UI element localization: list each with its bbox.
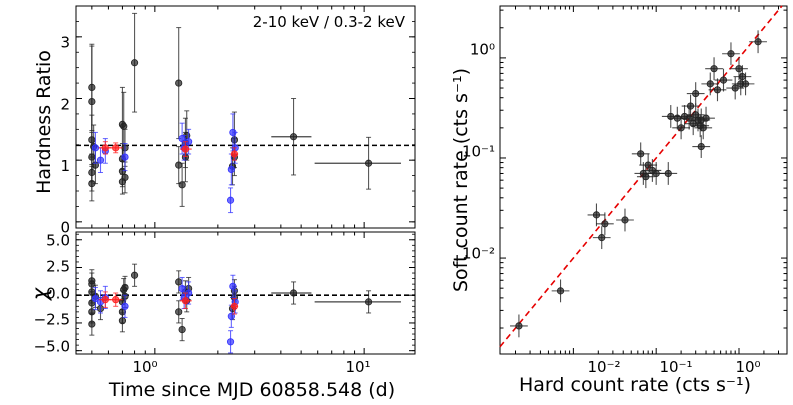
count-rate-marks [499,5,783,348]
hr-marks-black-point-16 [175,79,183,87]
cr-point-34 [735,65,743,73]
cr-point-26 [699,124,707,132]
chi-marks-black-point-15 [175,278,183,286]
hr-marks-blue-point-1 [96,156,105,164]
cr-xlabel: Hard count rate (cts s⁻¹) [519,374,751,396]
chi-marks-blue-point-3 [121,302,129,310]
cr-point-8 [642,173,650,181]
cr-point-31 [719,76,728,84]
hr-ytick-0: 0 [60,219,70,237]
hardness-ratio-axes: 0 1 2 3 [60,5,415,237]
cr-point-20 [692,89,700,98]
chi-marks-red-point-1 [112,296,120,304]
cr-point-3 [598,234,606,242]
count-rate-axes: 10⁻² 10⁻¹ 10⁰ 10⁻² 10⁻¹ 10⁰ [462,6,787,376]
cr-point-28 [706,80,714,88]
cr-point-38 [754,38,762,46]
cr-point-32 [727,50,735,58]
hr-marks-blue-point-3 [121,153,129,161]
hardness-ratio-marks [76,12,415,214]
chi-marks-black-point-16 [175,308,183,316]
hr-marks-black-point-5 [88,83,96,92]
hr-marks-black-point-14 [121,173,129,182]
chi-residual-axes: 5.0 2.5 0.0 −2.5 −5.0 10⁰ 10¹ [34,232,415,376]
chi-ylabel: χ [28,286,52,301]
cr-point-2 [592,211,601,219]
chi-marks-black-point-25 [364,298,373,306]
cr-xtick-1: 10⁰ [735,358,760,376]
panel-chi-residuals: 5.0 2.5 0.0 −2.5 −5.0 10⁰ 10¹ χ Time sin… [28,231,416,401]
cr-point-9 [644,161,652,169]
hr-marks-blue-point-0 [91,144,100,152]
hr-marks-black-point-25 [289,133,298,141]
cr-point-18 [686,102,695,110]
cr-point-29 [710,65,718,73]
cr-point-27 [702,114,710,122]
chi-ytick-m5: −5.0 [34,338,70,356]
cr-point-15 [677,124,685,132]
cr-ytick-0.01: 10⁻² [462,245,495,263]
chi-ytick-2p5: 2.5 [46,258,70,276]
cr-point-33 [731,84,739,92]
hr-marks-red-point-3 [230,150,239,158]
chi-marks-black-point-17 [178,325,186,334]
chi-marks-red-point-2 [181,297,190,305]
cr-point-4 [601,220,609,228]
cr-ylabel: Soft count rate (cts s⁻¹) [450,68,472,292]
hr-marks-blue-point-7 [226,196,235,204]
hr-marks-red-point-0 [101,144,109,152]
chi-marks-blue-point-0 [91,294,100,303]
chi-ytick-m2p5: −2.5 [34,311,70,329]
hr-ytick-3: 3 [60,34,70,52]
chi-marks-blue-point-8 [227,312,235,320]
cr-point-11 [652,169,660,178]
chi-xtick-10: 10¹ [345,358,370,376]
chi-marks-red-point-0 [101,296,109,304]
chi-ytick-5: 5.0 [46,232,70,250]
chi-marks-black-point-5 [88,277,96,285]
cr-xtick-0.01: 10⁻² [587,358,620,376]
chi-ytick-0: 0.0 [46,285,70,303]
hr-ytick-2: 2 [60,96,70,114]
hr-marks-black-point-26 [364,159,373,167]
panel-chi-frame [75,231,416,355]
cr-point-6 [637,150,645,158]
chi-marks-black-point-14 [130,271,139,279]
chi-marks-blue-point-7 [226,338,235,346]
hr-marks-black-point-15 [130,59,139,67]
hr-marks-blue-point-8 [227,165,235,174]
hr-ytick-1: 1 [60,157,70,175]
time-xlabel: Time since MJD 60858.548 (d) [108,379,395,401]
chi-marks-black-point-24 [289,289,298,297]
chi-marks-red-point-3 [230,302,239,310]
hr-ylabel: Hardness Ratio [33,50,55,194]
hr-marks-red-point-1 [112,144,120,152]
panel-hr-frame [75,5,416,229]
cr-point-37 [741,80,750,88]
cr-point-0 [515,322,523,330]
cr-point-1 [556,287,565,295]
chi-xtick-1: 10⁰ [132,358,157,376]
cr-point-30 [713,86,722,94]
chi-residual-marks [76,263,415,354]
chi-marks-blue-point-9 [229,282,237,290]
cr-point-36 [738,73,747,81]
hr-marks-red-point-2 [181,145,190,153]
panel-count-rate: 10⁻² 10⁻¹ 10⁰ 10⁻² 10⁻¹ 10⁰ Hard count r… [450,5,788,396]
cr-xtick-0.1: 10⁻¹ [659,358,692,376]
hr-annotation: 2-10 keV / 0.3-2 keV [253,13,406,31]
cr-point-5 [621,216,629,224]
panel-hardness-ratio: 0 1 2 3 2-10 keV / 0.3-2 keV Hardness Ra… [33,5,416,237]
cr-ytick-0.1: 10⁻¹ [462,143,495,161]
hr-marks-black-point-18 [178,181,186,189]
cr-point-25 [697,142,705,151]
cr-ytick-1: 10⁰ [470,41,495,59]
cr-point-12 [664,169,672,178]
hr-marks-black-point-12 [120,122,128,130]
